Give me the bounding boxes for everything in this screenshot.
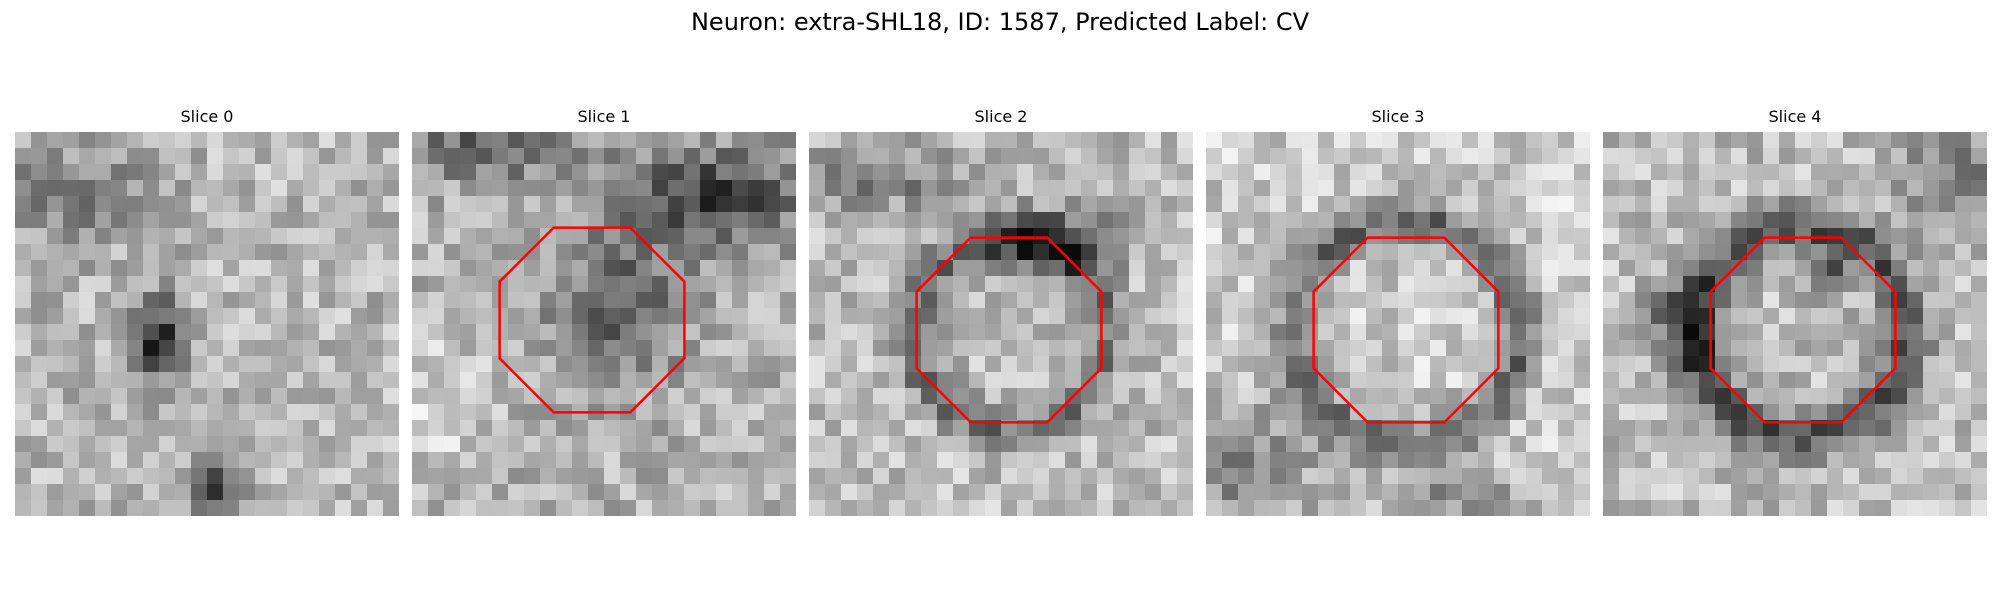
slice-title-0: Slice 0 (180, 107, 234, 126)
slice-panel-4: Slice 4 (1603, 107, 1987, 516)
figure-title: Neuron: extra-SHL18, ID: 1587, Predicted… (690, 8, 1310, 36)
roi-octagon-1 (498, 226, 686, 414)
slice-panel-1: Slice 1 (412, 107, 796, 516)
slice-image-3 (1206, 132, 1590, 516)
slice-image-4 (1603, 132, 1987, 516)
roi-octagon-4 (1709, 236, 1897, 424)
roi-octagon-2 (915, 236, 1103, 424)
slice-image-0 (15, 132, 399, 516)
slice-panel-2: Slice 2 (809, 107, 1193, 516)
slice-title-4: Slice 4 (1768, 107, 1822, 126)
slice-title-2: Slice 2 (974, 107, 1028, 126)
slice-title-1: Slice 1 (577, 107, 631, 126)
slice-panel-0: Slice 0 (15, 107, 399, 516)
slice-title-3: Slice 3 (1371, 107, 1425, 126)
slice-panel-3: Slice 3 (1206, 107, 1590, 516)
slice-image-2 (809, 132, 1193, 516)
slice-image-1 (412, 132, 796, 516)
roi-octagon-3 (1312, 236, 1500, 424)
